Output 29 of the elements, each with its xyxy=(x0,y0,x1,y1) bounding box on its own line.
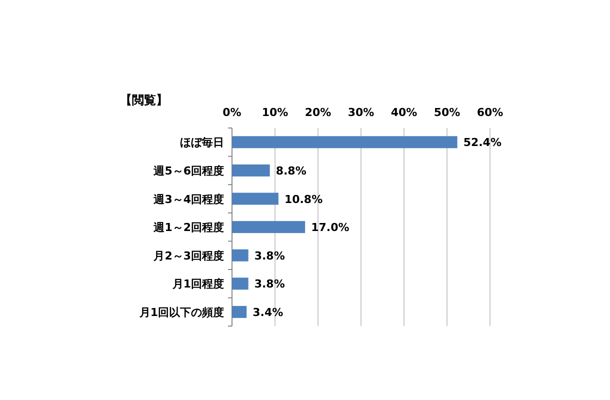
data-label: 10.8% xyxy=(284,192,323,206)
bar xyxy=(232,249,248,262)
x-tick-label: 50% xyxy=(434,106,460,119)
data-label: 52.4% xyxy=(463,136,502,150)
y-tick-label: 週3～4回程度 xyxy=(152,192,224,206)
x-tick-label: 30% xyxy=(348,106,374,119)
data-label: 3.4% xyxy=(252,306,284,319)
y-tick-label: 週5～6回程度 xyxy=(152,164,224,178)
data-label: 17.0% xyxy=(311,221,350,234)
bar xyxy=(232,136,458,148)
data-label: 3.8% xyxy=(254,278,285,291)
x-tick-label: 40% xyxy=(390,106,418,119)
x-tick-label: 60% xyxy=(476,106,504,119)
data-label: 3.8% xyxy=(254,249,285,262)
x-tick-label: 0% xyxy=(222,106,242,119)
x-tick-label: 20% xyxy=(304,106,332,119)
bar xyxy=(232,192,278,205)
bar xyxy=(232,278,248,290)
y-tick-label: 月1回以下の頻度 xyxy=(138,306,224,319)
y-tick-label: 週1～2回程度 xyxy=(152,221,224,234)
y-tick-label: 月2～3回程度 xyxy=(152,249,224,262)
bar xyxy=(232,221,306,234)
data-label: 8.8% xyxy=(276,164,306,178)
y-tick-label: ほぼ毎日 xyxy=(180,136,224,150)
y-tick-label: 月1回程度 xyxy=(171,278,224,291)
chart-title: 【閲覧】 xyxy=(120,93,168,107)
bar xyxy=(232,306,247,318)
x-tick-label: 10% xyxy=(262,106,288,119)
bar xyxy=(232,164,270,176)
